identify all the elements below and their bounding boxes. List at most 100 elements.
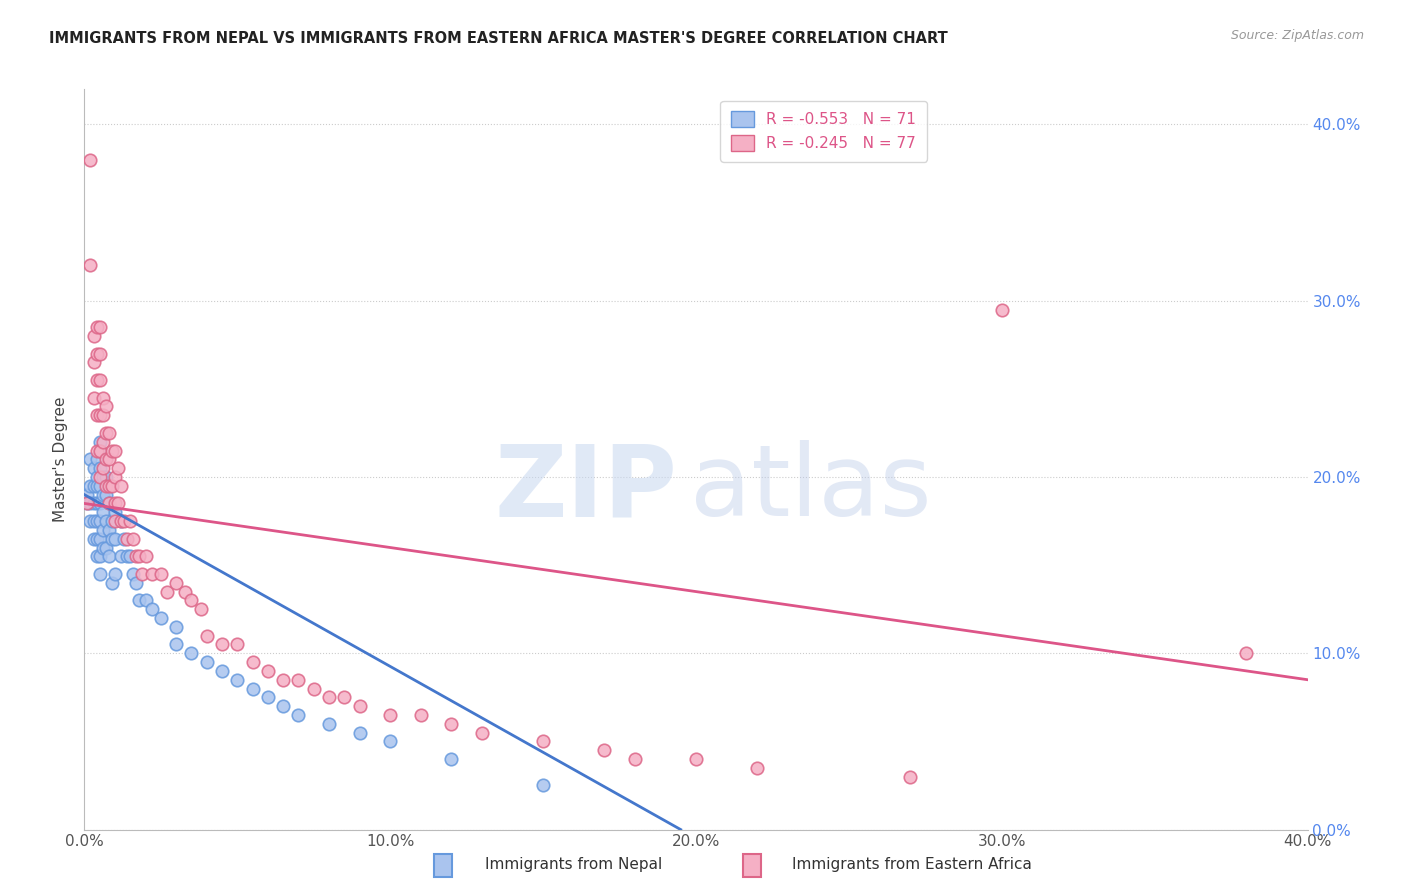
- Point: [86, 514, 108, 528]
- Point: [86, 346, 108, 360]
- Text: Immigrants from Nepal: Immigrants from Nepal: [485, 857, 662, 872]
- Point: [149, 611, 172, 625]
- Point: [97, 549, 120, 564]
- Point: [122, 532, 145, 546]
- Point: [141, 602, 163, 616]
- Point: [89, 443, 111, 458]
- Point: [97, 496, 120, 510]
- Point: [226, 673, 249, 687]
- Point: [89, 532, 111, 546]
- Point: [89, 443, 111, 458]
- Point: [83, 355, 105, 369]
- Point: [97, 452, 120, 467]
- Point: [79, 514, 101, 528]
- Point: [97, 479, 120, 493]
- Point: [104, 566, 127, 581]
- Point: [125, 549, 148, 564]
- Point: [91, 488, 114, 502]
- Point: [89, 479, 111, 493]
- Point: [685, 752, 707, 766]
- Point: [991, 302, 1014, 317]
- Point: [593, 743, 616, 757]
- Point: [318, 716, 340, 731]
- Point: [125, 575, 148, 590]
- Point: [91, 409, 114, 423]
- Text: ZIP: ZIP: [495, 441, 678, 538]
- Point: [86, 320, 108, 334]
- Point: [89, 514, 111, 528]
- Text: Immigrants from Eastern Africa: Immigrants from Eastern Africa: [792, 857, 1032, 872]
- Point: [101, 443, 124, 458]
- Point: [101, 479, 124, 493]
- Point: [112, 532, 135, 546]
- Point: [101, 575, 124, 590]
- Point: [271, 699, 294, 714]
- Point: [89, 373, 111, 387]
- Point: [409, 708, 432, 723]
- Point: [242, 681, 264, 696]
- Point: [156, 584, 179, 599]
- Point: [747, 761, 769, 775]
- Point: [83, 479, 105, 493]
- Point: [112, 514, 135, 528]
- Point: [898, 770, 921, 784]
- Point: [86, 373, 108, 387]
- Point: [349, 699, 371, 714]
- Point: [104, 443, 127, 458]
- Point: [257, 664, 280, 678]
- Point: [91, 470, 114, 484]
- Point: [94, 425, 117, 440]
- Point: [89, 496, 111, 510]
- Point: [91, 523, 114, 537]
- Point: [107, 461, 129, 475]
- Point: [94, 541, 117, 555]
- Point: [94, 514, 117, 528]
- Point: [195, 629, 218, 643]
- Point: [380, 708, 402, 723]
- Point: [91, 541, 114, 555]
- Point: [91, 434, 114, 449]
- Point: [287, 673, 309, 687]
- Point: [120, 549, 142, 564]
- Point: [242, 655, 264, 669]
- Point: [110, 479, 132, 493]
- Y-axis label: Master's Degree: Master's Degree: [53, 397, 69, 522]
- Point: [83, 329, 105, 343]
- Point: [101, 514, 124, 528]
- Point: [76, 496, 98, 510]
- Point: [531, 779, 554, 793]
- Point: [94, 488, 117, 502]
- Point: [86, 532, 108, 546]
- Point: [83, 496, 105, 510]
- Point: [94, 400, 117, 414]
- Point: [120, 514, 142, 528]
- Point: [131, 566, 153, 581]
- Point: [79, 153, 101, 167]
- Point: [83, 461, 105, 475]
- Point: [135, 593, 157, 607]
- Text: atlas: atlas: [690, 441, 932, 538]
- Point: [89, 409, 111, 423]
- Point: [180, 646, 202, 660]
- Point: [149, 566, 172, 581]
- Point: [1236, 646, 1258, 660]
- Point: [94, 470, 117, 484]
- Point: [86, 496, 108, 510]
- Point: [104, 514, 127, 528]
- Point: [89, 470, 111, 484]
- Point: [318, 690, 340, 705]
- Point: [128, 549, 150, 564]
- Point: [110, 514, 132, 528]
- Point: [83, 391, 105, 405]
- Point: [101, 532, 124, 546]
- Point: [165, 637, 187, 651]
- Point: [97, 523, 120, 537]
- Point: [89, 346, 111, 360]
- Point: [271, 673, 294, 687]
- Point: [135, 549, 157, 564]
- Point: [110, 514, 132, 528]
- Point: [104, 470, 127, 484]
- Point: [440, 752, 463, 766]
- Point: [76, 496, 98, 510]
- Point: [165, 620, 187, 634]
